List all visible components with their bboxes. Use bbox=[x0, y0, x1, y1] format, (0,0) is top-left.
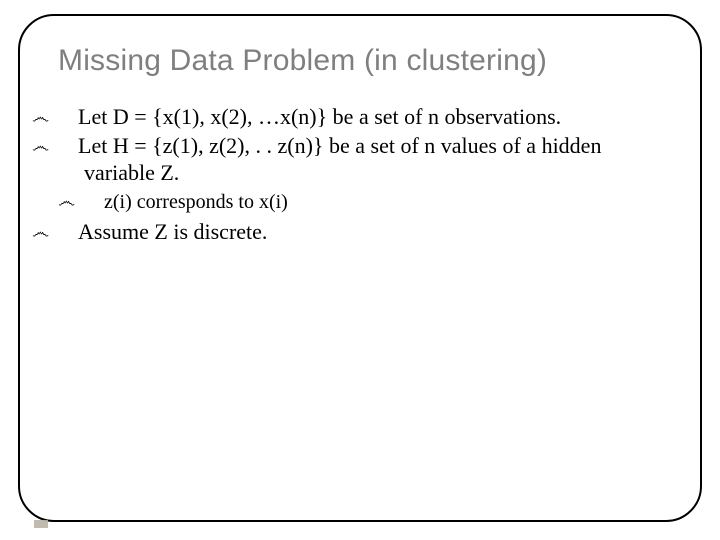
bullet-list: ෴Let D = {x(1), x(2), …x(n)} be a set of… bbox=[58, 104, 662, 246]
bullet-icon: ෴ bbox=[58, 222, 78, 244]
bullet-item: ෴Let D = {x(1), x(2), …x(n)} be a set of… bbox=[58, 104, 662, 130]
bullet-text: Let H = {z(1), z(2), . . z(n)} be a set … bbox=[78, 133, 601, 184]
bullet-text: Assume Z is discrete. bbox=[78, 219, 267, 244]
footer-mark bbox=[34, 520, 48, 528]
slide-title: Missing Data Problem (in clustering) bbox=[58, 44, 662, 78]
bullet-text: z(i) corresponds to x(i) bbox=[104, 191, 288, 213]
slide-frame: Missing Data Problem (in clustering) ෴Le… bbox=[18, 14, 702, 522]
bullet-item: ෴Assume Z is discrete. bbox=[58, 219, 662, 245]
bullet-sub-item: ෴z(i) corresponds to x(i) bbox=[58, 190, 662, 215]
bullet-item: ෴Let H = {z(1), z(2), . . z(n)} be a set… bbox=[58, 133, 662, 186]
bullet-icon: ෴ bbox=[84, 190, 104, 213]
bullet-icon: ෴ bbox=[58, 136, 78, 158]
bullet-text: Let D = {x(1), x(2), …x(n)} be a set of … bbox=[78, 104, 561, 129]
bullet-icon: ෴ bbox=[58, 107, 78, 129]
